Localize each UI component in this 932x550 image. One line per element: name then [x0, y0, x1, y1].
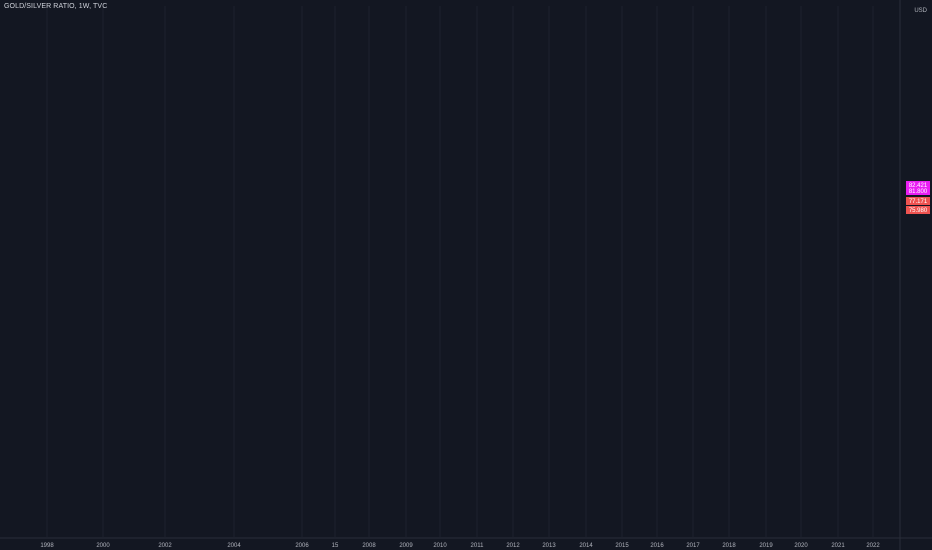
x-tick-label: 2006	[295, 543, 309, 549]
x-tick-label: 2004	[227, 543, 241, 549]
price-tag	[906, 206, 930, 214]
x-tick-label: 2020	[794, 543, 808, 549]
x-tick-label: 2013	[542, 543, 556, 549]
x-tick-label: 2019	[759, 543, 773, 549]
x-tick-label: 1998	[40, 543, 54, 549]
x-tick-label: 2000	[96, 543, 110, 549]
price-tag	[906, 181, 930, 189]
x-tick-label: 2017	[686, 543, 700, 549]
price-tag-label: 75.980	[909, 208, 928, 214]
time-axis[interactable]: 1998 2000 2002 2004 2006 15 2008 2009 2010 2011 20…	[0, 537, 932, 549]
x-tick-label: 2022	[866, 543, 880, 549]
x-tick-label: 2016	[650, 543, 664, 549]
x-tick-label: 2018	[722, 543, 736, 549]
grid	[46, 6, 874, 537]
price-tag	[906, 187, 930, 195]
x-tick-label: 2002	[158, 543, 172, 549]
price-tag	[906, 197, 930, 205]
currency-label: USD	[914, 8, 927, 14]
x-tick-label: 2010	[433, 543, 447, 549]
x-tick-label: 2009	[399, 543, 413, 549]
x-tick-label: 2012	[506, 543, 520, 549]
x-tick-label: 2008	[362, 543, 376, 549]
x-tick-label: 2011	[471, 543, 485, 549]
x-tick-label: 2021	[831, 543, 845, 549]
price-tag-label: 77.171	[909, 199, 928, 205]
x-tick-label: 2015	[615, 543, 629, 549]
x-tick-label: 2014	[579, 543, 593, 549]
price-tag-label: 81.800	[909, 189, 928, 195]
chart-title: GOLD/SILVER RATIO, 1W, TVC	[4, 3, 108, 10]
x-tick-label: 15	[332, 543, 339, 549]
price-tag-label: 82.421	[909, 183, 928, 189]
